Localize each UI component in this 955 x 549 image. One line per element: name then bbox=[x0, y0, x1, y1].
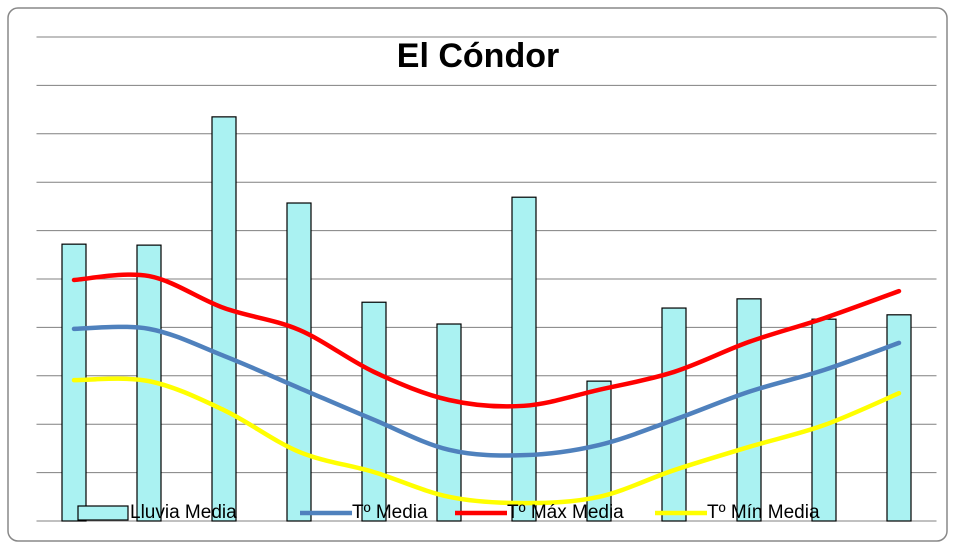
bar bbox=[511, 196, 537, 522]
legend-swatch bbox=[77, 505, 129, 521]
bar bbox=[886, 314, 912, 522]
legend-label: Lluvia Media bbox=[130, 502, 237, 523]
bar bbox=[436, 323, 462, 522]
bar bbox=[61, 243, 87, 522]
legend-label: Tº Media bbox=[352, 502, 428, 523]
chart-border bbox=[7, 7, 948, 542]
bar bbox=[211, 116, 237, 522]
bar bbox=[361, 301, 387, 522]
line bbox=[71, 272, 902, 409]
legend-label: Tº Mín Media bbox=[707, 502, 820, 523]
line bbox=[71, 376, 902, 506]
bar bbox=[736, 298, 762, 522]
line bbox=[71, 324, 902, 458]
legend-label: Tº Máx Media bbox=[507, 502, 624, 523]
bar bbox=[286, 202, 312, 522]
chart-title: El Cóndor bbox=[397, 37, 559, 75]
